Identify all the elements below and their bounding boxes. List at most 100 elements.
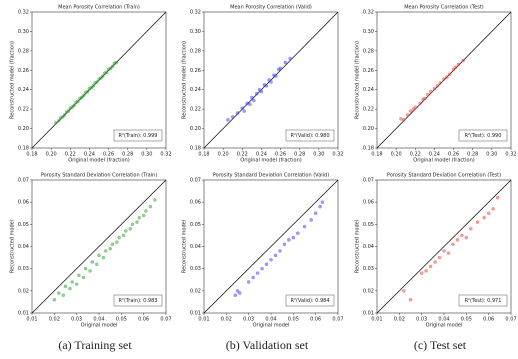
point bbox=[446, 251, 451, 255]
y-tick-label: 0.05 bbox=[190, 222, 201, 228]
x-tick-label: 0.28 bbox=[467, 152, 478, 158]
x-axis-label: Original model (fraction) bbox=[240, 158, 301, 164]
x-tick-label: 0.04 bbox=[438, 317, 449, 323]
y-tick-label: 0.24 bbox=[190, 87, 201, 93]
y-tick-label: 0.02 bbox=[18, 288, 29, 294]
y-tick-label: 0.22 bbox=[363, 107, 374, 113]
point bbox=[235, 289, 240, 293]
y-tick-label: 0.22 bbox=[18, 107, 29, 113]
caption: (b) Validation set bbox=[226, 338, 309, 352]
point bbox=[259, 89, 264, 94]
y-axis-label: Reconstructed model bbox=[182, 220, 188, 273]
point bbox=[423, 96, 427, 101]
annotation: R²(Test): 0.990 bbox=[465, 133, 502, 139]
point bbox=[433, 260, 437, 264]
identity-line bbox=[31, 179, 167, 314]
point bbox=[68, 286, 72, 291]
y-tick-label: 0.03 bbox=[190, 266, 201, 272]
point bbox=[57, 291, 61, 295]
point bbox=[108, 246, 112, 251]
y-tick-label: 0.30 bbox=[363, 29, 374, 35]
x-tick-label: 0.24 bbox=[256, 152, 267, 158]
x-tick-label: 0.30 bbox=[141, 152, 152, 158]
y-tick-label: 0.20 bbox=[190, 126, 201, 132]
point bbox=[226, 118, 230, 122]
point bbox=[255, 271, 260, 275]
annotation: R²(Train): 0.999 bbox=[119, 133, 158, 139]
point bbox=[453, 65, 458, 70]
x-tick-label: 0.20 bbox=[218, 152, 229, 158]
x-tick-label: 0.30 bbox=[313, 152, 324, 158]
point bbox=[432, 86, 437, 91]
point bbox=[260, 266, 264, 271]
y-tick-label: 0.06 bbox=[190, 200, 201, 206]
point bbox=[424, 269, 428, 273]
y-tick-label: 0.04 bbox=[18, 244, 29, 250]
point bbox=[248, 102, 252, 107]
y-tick-label: 0.01 bbox=[363, 311, 374, 317]
point bbox=[54, 120, 58, 125]
y-tick-label: 0.26 bbox=[190, 68, 201, 74]
point bbox=[72, 103, 76, 108]
point bbox=[135, 220, 139, 224]
x-tick-label: 0.22 bbox=[410, 152, 421, 158]
chart-title: Porosity Standard Deviation Correlation … bbox=[213, 173, 329, 179]
caption: (c) Test set bbox=[414, 338, 467, 352]
point bbox=[451, 242, 455, 247]
point bbox=[309, 218, 313, 222]
x-tick-label: 0.01 bbox=[26, 317, 37, 323]
point bbox=[117, 235, 121, 240]
point bbox=[101, 74, 105, 78]
y-tick-label: 0.02 bbox=[363, 288, 374, 294]
point bbox=[88, 269, 92, 273]
point bbox=[425, 92, 430, 97]
y-tick-label: 0.05 bbox=[18, 222, 29, 228]
x-tick-label: 0.07 bbox=[505, 317, 516, 323]
point bbox=[237, 291, 242, 295]
y-tick-label: 0.28 bbox=[18, 48, 29, 54]
point bbox=[287, 238, 291, 242]
point bbox=[264, 84, 268, 88]
point bbox=[242, 109, 246, 113]
point bbox=[402, 118, 406, 122]
identity-line bbox=[203, 11, 339, 149]
point bbox=[141, 213, 146, 218]
point bbox=[153, 198, 157, 202]
point bbox=[282, 242, 287, 247]
x-tick-label: 0.22 bbox=[237, 152, 248, 158]
x-tick-label: 0.30 bbox=[486, 152, 497, 158]
point bbox=[110, 64, 115, 69]
y-tick-label: 0.04 bbox=[363, 244, 374, 250]
y-tick-label: 0.30 bbox=[190, 29, 201, 35]
y-axis-label: Reconstructed model (fraction) bbox=[182, 41, 188, 119]
point bbox=[81, 93, 86, 98]
point bbox=[121, 233, 126, 238]
point bbox=[408, 297, 413, 302]
point bbox=[495, 195, 500, 200]
point bbox=[144, 209, 148, 213]
point bbox=[264, 262, 269, 266]
point bbox=[104, 70, 109, 74]
x-tick-label: 0.03 bbox=[243, 317, 254, 323]
chart-title: Mean Porosity Correlation (Train) bbox=[58, 5, 140, 11]
point bbox=[95, 262, 99, 266]
point bbox=[77, 273, 81, 278]
annotation-box bbox=[113, 129, 163, 142]
x-tick-label: 0.18 bbox=[198, 152, 209, 158]
point bbox=[464, 235, 469, 240]
point bbox=[52, 297, 57, 302]
point bbox=[413, 105, 418, 109]
y-tick-label: 0.06 bbox=[18, 200, 29, 206]
y-tick-label: 0.07 bbox=[18, 178, 29, 184]
point bbox=[447, 72, 452, 76]
x-axis-label: Original model (fraction) bbox=[68, 158, 129, 164]
point bbox=[302, 224, 307, 229]
chart-title: Porosity Standard Deviation Correlation … bbox=[387, 173, 501, 179]
x-tick-label: 0.02 bbox=[394, 317, 405, 323]
point bbox=[408, 109, 413, 113]
x-tick-label: 0.03 bbox=[71, 317, 82, 323]
point bbox=[90, 260, 95, 264]
point bbox=[103, 249, 108, 253]
y-tick-label: 0.07 bbox=[190, 178, 201, 184]
x-axis-label: Original model bbox=[253, 323, 290, 329]
